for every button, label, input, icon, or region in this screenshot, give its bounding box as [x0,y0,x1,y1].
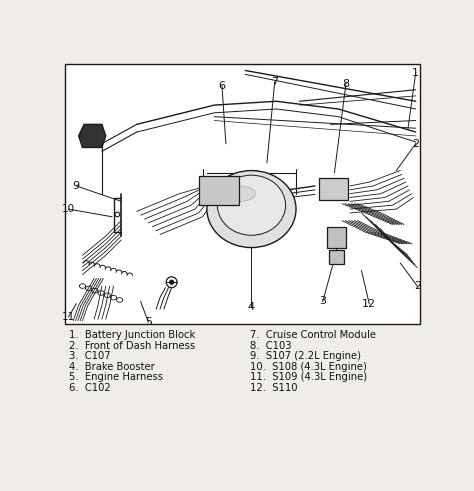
Text: 8.  C103: 8. C103 [250,341,292,351]
Text: 4.  Brake Booster: 4. Brake Booster [69,362,155,372]
Text: 12.  S110: 12. S110 [250,383,297,393]
Text: 2.  Front of Dash Harness: 2. Front of Dash Harness [69,341,195,351]
Bar [65,63,420,324]
Text: 10: 10 [62,204,75,214]
Text: 12: 12 [362,299,376,309]
Ellipse shape [207,170,296,247]
Text: 2: 2 [414,281,421,291]
Text: 9.  S107 (2.2L Engine): 9. S107 (2.2L Engine) [250,351,361,361]
Text: 1: 1 [412,68,419,78]
Text: 5.  Engine Harness: 5. Engine Harness [69,373,163,382]
Text: 4: 4 [248,302,255,312]
Text: 11.  S109 (4.3L Engine): 11. S109 (4.3L Engine) [250,373,367,382]
Text: 3.  C107: 3. C107 [69,351,110,361]
Text: 3: 3 [319,297,326,306]
Circle shape [170,280,173,284]
Text: 5: 5 [145,317,152,327]
Text: 7: 7 [271,77,278,87]
Text: 2: 2 [412,138,419,149]
Text: 8: 8 [342,79,349,88]
Text: 7.  Cruise Control Module: 7. Cruise Control Module [250,330,376,340]
Bar [327,227,346,248]
Ellipse shape [224,186,255,201]
Text: 11: 11 [62,312,75,322]
Bar [329,250,345,264]
Text: 9: 9 [73,181,80,191]
Ellipse shape [218,175,285,235]
Text: 10.  S108 (4.3L Engine): 10. S108 (4.3L Engine) [250,362,367,372]
Bar [199,176,239,205]
Text: 6: 6 [219,81,226,91]
Text: 6.  C102: 6. C102 [69,383,110,393]
Text: 1.  Battery Junction Block: 1. Battery Junction Block [69,330,195,340]
Polygon shape [79,124,106,147]
Bar [319,178,348,200]
